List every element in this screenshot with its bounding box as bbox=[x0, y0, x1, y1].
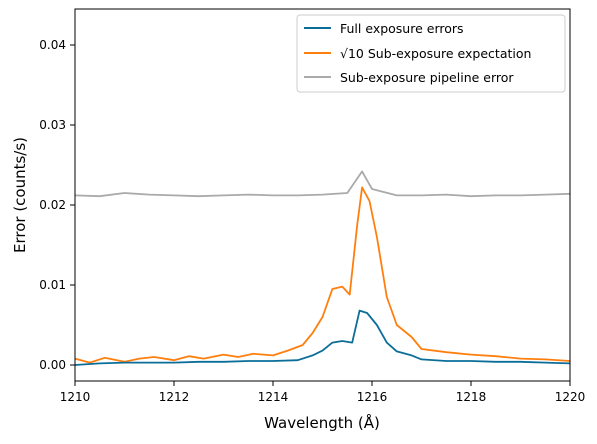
x-axis: 1210 1212 1214 1216 1218 1220 bbox=[60, 381, 586, 404]
y-tick-label: 0.01 bbox=[39, 278, 66, 292]
y-tick-label: 0.02 bbox=[39, 198, 66, 212]
legend-label-pipeline-error: Sub-exposure pipeline error bbox=[340, 70, 514, 85]
legend-box bbox=[296, 14, 566, 93]
y-tick-label: 0.03 bbox=[39, 118, 66, 132]
y-tick-label: 0.00 bbox=[39, 358, 66, 372]
x-axis-label: Wavelength (Å) bbox=[264, 413, 380, 432]
x-tick-label: 1212 bbox=[159, 390, 190, 404]
plot-frame bbox=[74, 8, 571, 382]
x-tick-label: 1214 bbox=[258, 390, 289, 404]
x-tick-label: 1216 bbox=[357, 390, 388, 404]
y-axis-label: Error (counts/s) bbox=[11, 137, 29, 253]
full-exposure-errors-line bbox=[74, 309, 571, 366]
x-tick-label: 1220 bbox=[555, 390, 586, 404]
pipeline-error-line bbox=[74, 170, 571, 198]
sub-exposure-expectation-line bbox=[74, 186, 571, 364]
x-tick-label: 1218 bbox=[456, 390, 487, 404]
legend-label-sub-exposure-expectation: √10 Sub-exposure expectation bbox=[340, 46, 531, 61]
series-layer bbox=[74, 170, 571, 366]
x-tick-label: 1210 bbox=[60, 390, 91, 404]
legend: Full exposure errors √10 Sub-exposure ex… bbox=[296, 14, 566, 93]
y-axis: 0.00 0.01 0.02 0.03 0.04 bbox=[39, 38, 75, 372]
legend-label-full-exposure: Full exposure errors bbox=[340, 21, 464, 36]
y-tick-label: 0.04 bbox=[39, 38, 66, 52]
